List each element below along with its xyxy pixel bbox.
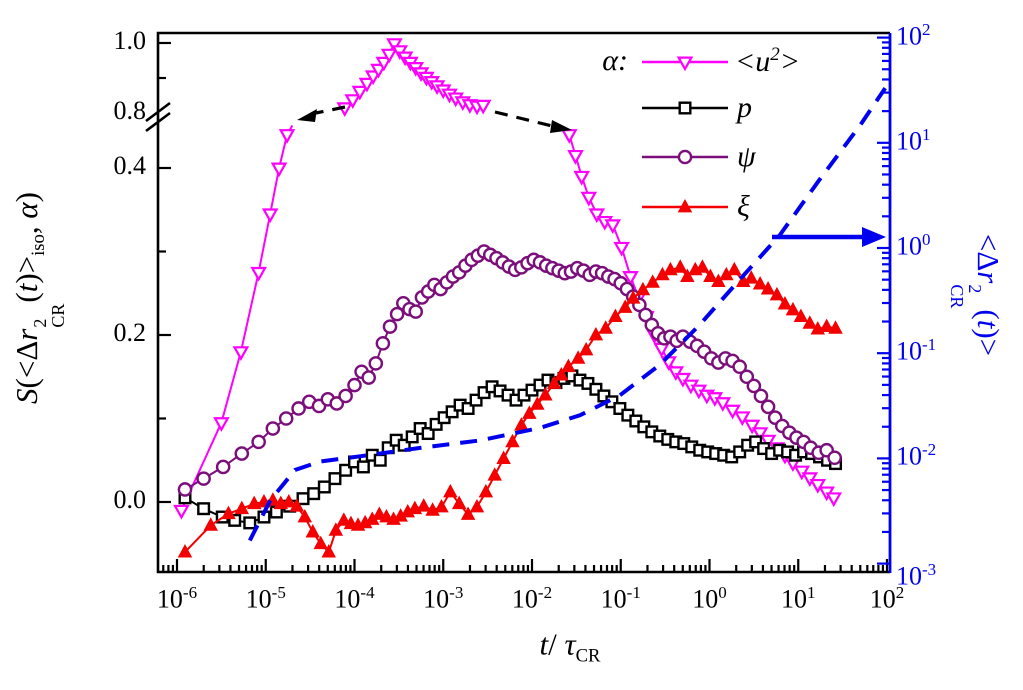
x-tick-label: 10-5	[245, 583, 286, 614]
right-tick-label: 101	[896, 124, 931, 156]
series-msd	[248, 86, 887, 542]
right-axis-title: <Δr 2 CR (t)>	[947, 233, 1006, 357]
right-tick-label: 10-3	[896, 559, 937, 591]
x-axis-title: t/ τCR	[539, 626, 601, 667]
right-tick-label: 10-1	[896, 335, 937, 366]
x-axis-ticks	[162, 559, 889, 572]
plot-frame	[156, 31, 892, 574]
right-tick-label: 10-2	[896, 440, 937, 472]
right-tick-label: 100	[896, 230, 931, 261]
legend-alpha-label: α:	[602, 44, 628, 77]
axis-break-marks	[145, 101, 171, 133]
series-xi	[177, 259, 843, 558]
left-axis-ticks	[158, 41, 171, 504]
left-axis-title: S(<Δr 2 CR (t)>iso, α)	[9, 192, 68, 404]
x-tick-label: 10-3	[423, 583, 464, 614]
r2cr-stack: 2 CR	[30, 303, 68, 328]
annotation-arrows	[297, 105, 886, 247]
legend-label-p: p	[737, 91, 752, 124]
legend-label-psi: ψ	[737, 140, 756, 173]
right-axis-ticks	[877, 36, 890, 565]
left-tick-label: 0.4	[113, 151, 147, 180]
x-tick-label: 10-1	[600, 583, 641, 614]
right-tick-label: 102	[896, 19, 931, 51]
left-tick-label: 0.0	[113, 485, 147, 514]
x-tick-label: 10-4	[334, 583, 375, 614]
x-tick-label: 10-2	[511, 583, 553, 614]
legend-symbols	[642, 56, 728, 213]
x-tick-label: 10-6	[156, 583, 198, 614]
r2cr-stack: 2 CR	[947, 284, 985, 309]
series-psi	[177, 244, 842, 497]
left-tick-label: 0.2	[113, 318, 147, 347]
x-tick-label: 100	[692, 583, 727, 614]
left-tick-label: 1.0	[113, 26, 147, 55]
x-tick-label: 101	[781, 583, 816, 614]
x-tick-label: 102	[869, 583, 905, 614]
legend-label-u2: <u2>	[735, 44, 800, 78]
legend-label-xi: ξ	[737, 190, 750, 223]
left-tick-label: 0.8	[113, 96, 147, 125]
